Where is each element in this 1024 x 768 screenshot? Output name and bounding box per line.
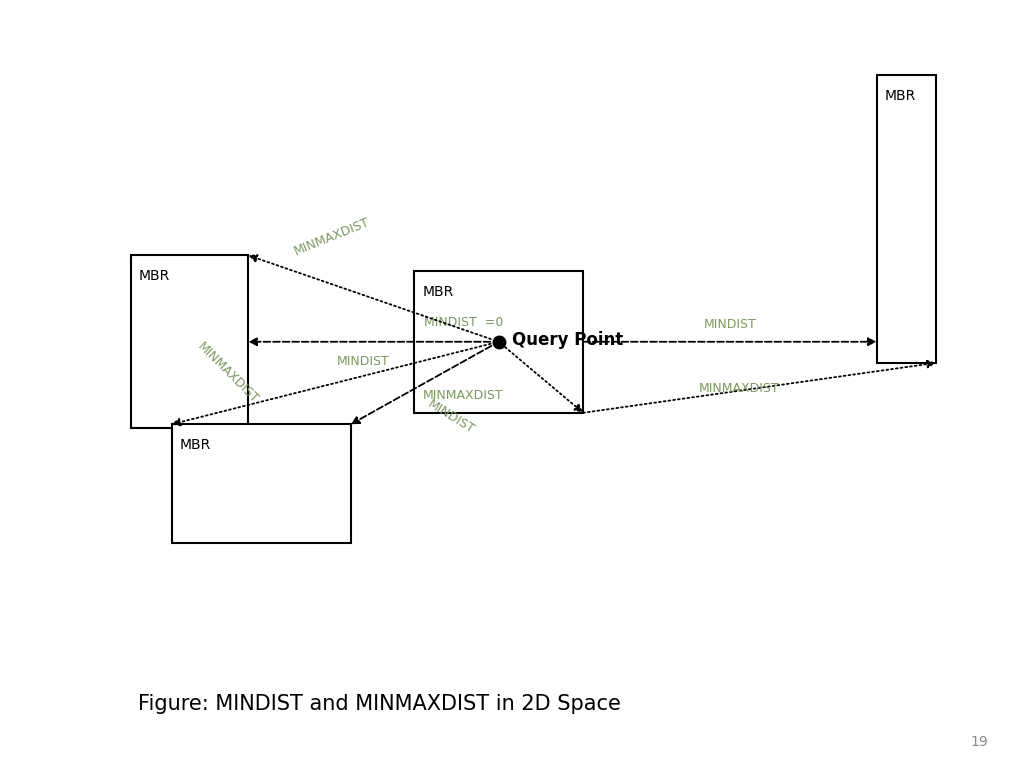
Text: MINDIST: MINDIST [703, 318, 757, 331]
Bar [877, 75, 936, 363]
Text: MINDIST: MINDIST [337, 355, 390, 368]
Text: MINMAXDIST: MINMAXDIST [195, 340, 261, 406]
Text: MBR: MBR [139, 270, 170, 283]
Text: MINMAXDIST: MINMAXDIST [422, 389, 503, 402]
Text: MBR: MBR [885, 89, 916, 103]
Text: MBR: MBR [422, 285, 454, 299]
Text: MINMAXDIST: MINMAXDIST [292, 216, 372, 258]
Bar [414, 271, 584, 413]
Bar [131, 255, 248, 429]
Bar [172, 424, 350, 544]
Text: MINMAXDIST: MINMAXDIST [698, 382, 779, 395]
Text: MINDIST  =0: MINDIST =0 [424, 316, 504, 329]
Text: MBR: MBR [180, 438, 211, 452]
Text: Figure: MINDIST and MINMAXDIST in 2D Space: Figure: MINDIST and MINMAXDIST in 2D Spa… [138, 694, 622, 714]
Text: Query Point: Query Point [512, 331, 624, 349]
Text: MINDIST: MINDIST [425, 398, 476, 437]
Text: 19: 19 [971, 735, 988, 749]
